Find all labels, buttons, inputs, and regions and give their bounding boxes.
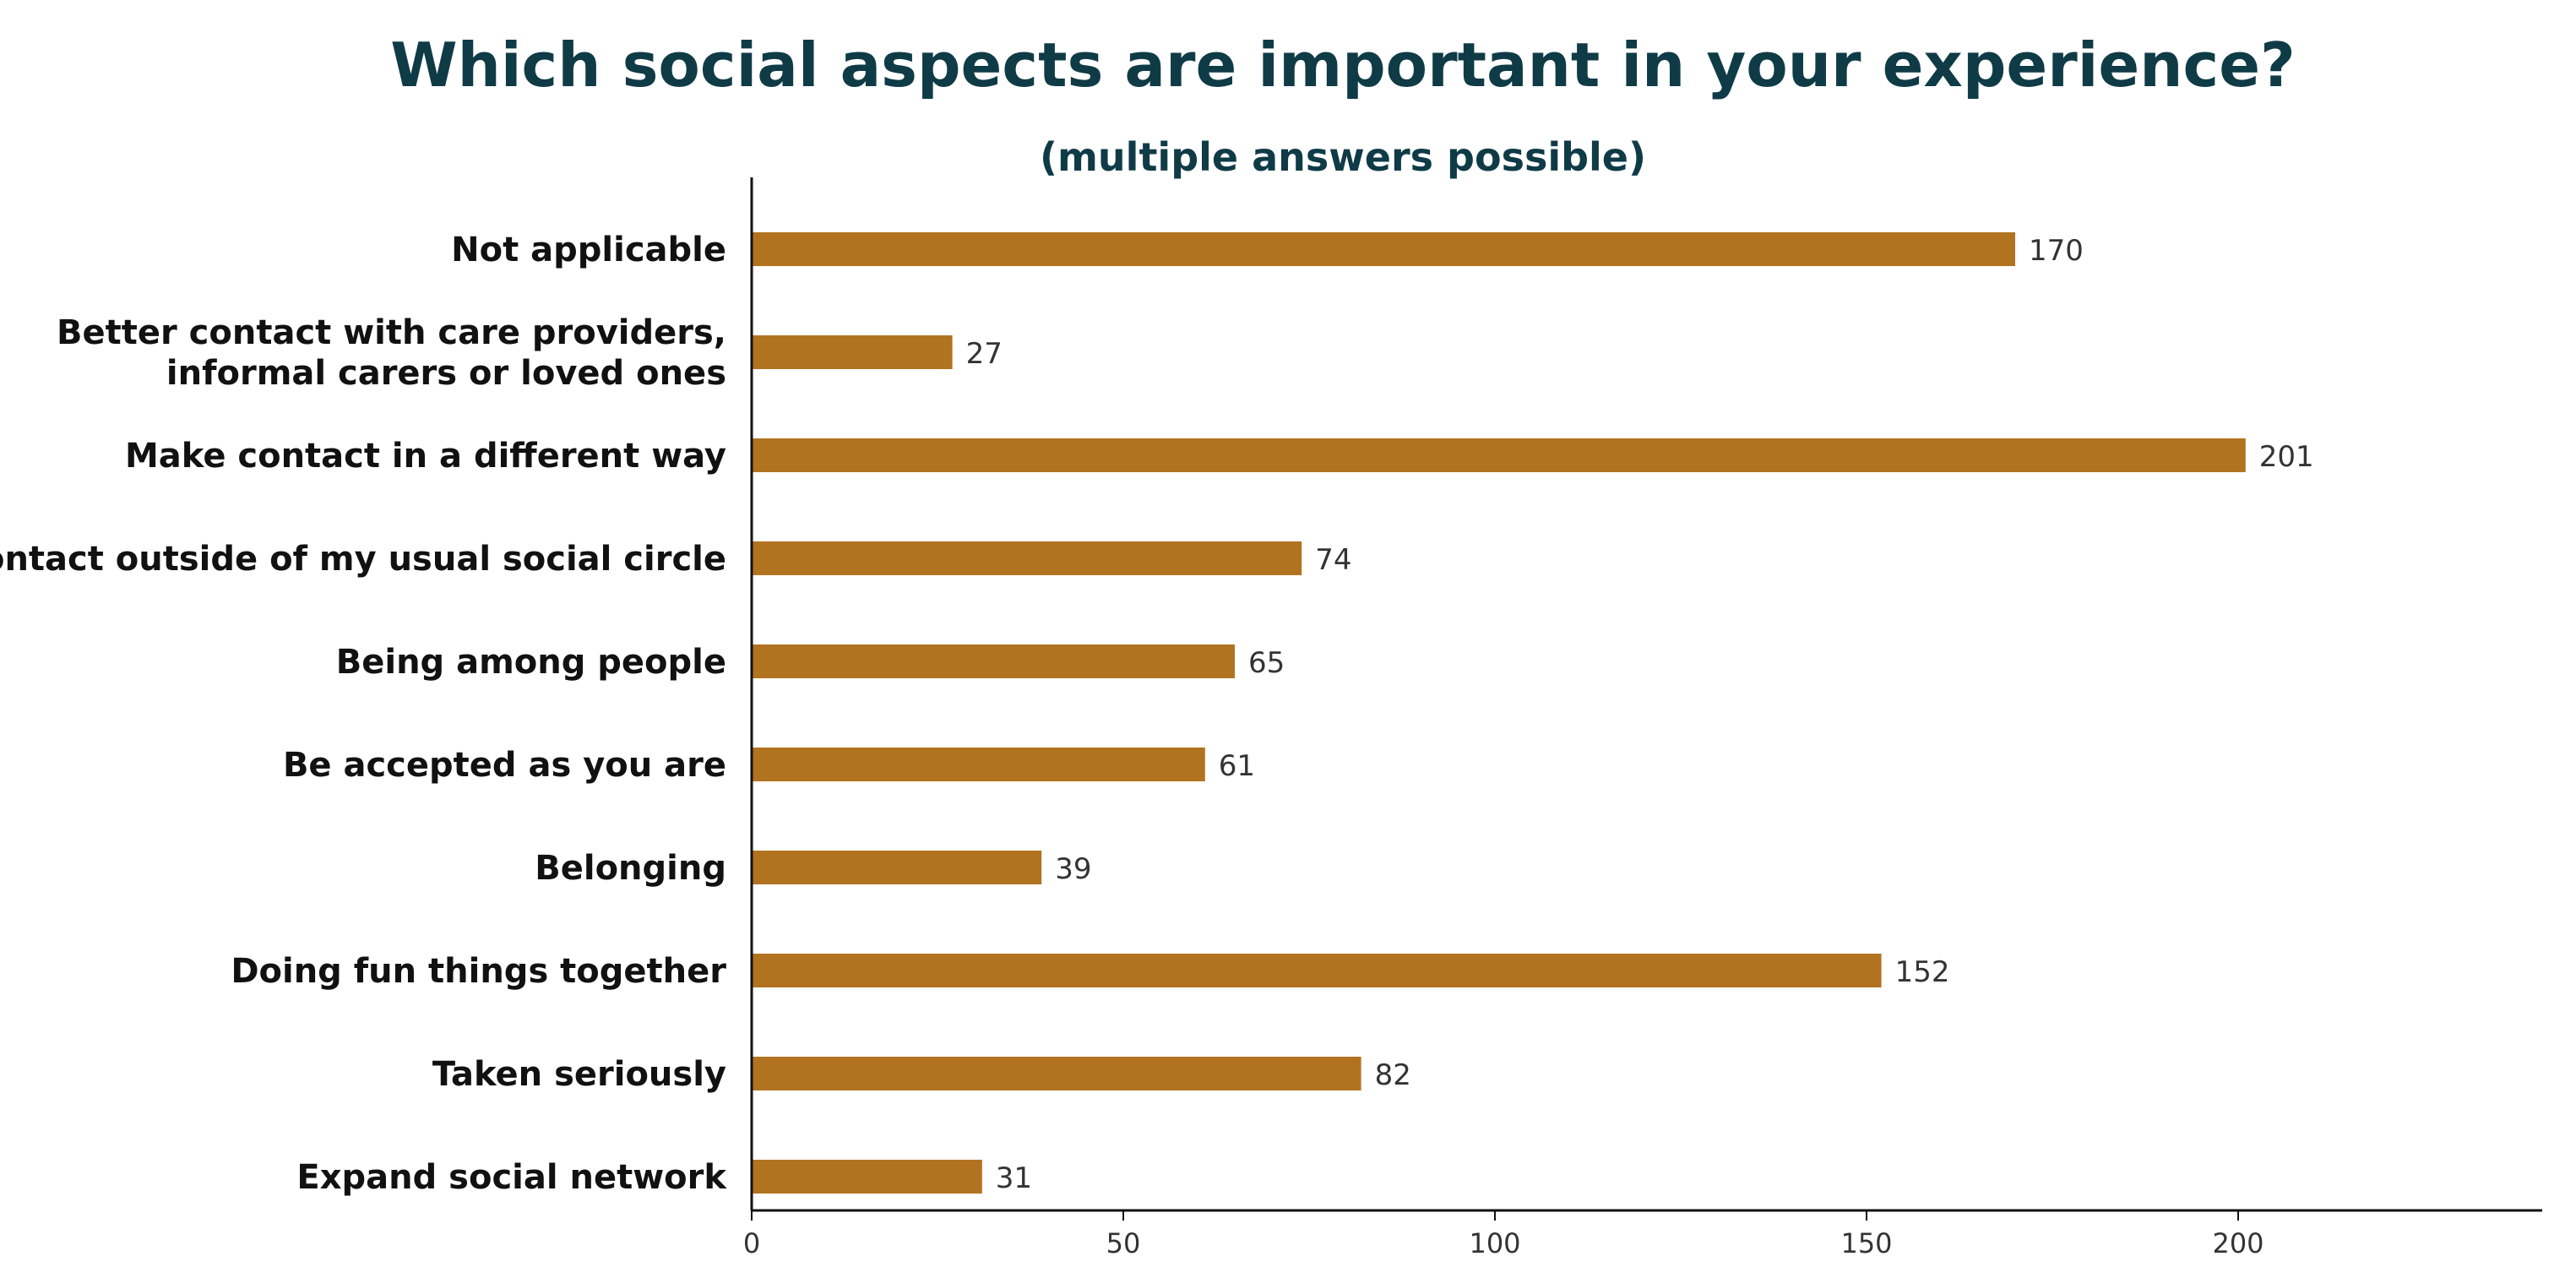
x-tick-label: 100 <box>1469 1227 1520 1259</box>
x-tick-label: 200 <box>2212 1227 2264 1259</box>
value-label: 27 <box>966 337 1003 371</box>
value-label: 39 <box>1055 852 1091 886</box>
category-labels: Not applicable Better contact with care p… <box>0 231 727 1197</box>
value-label: 65 <box>1248 646 1285 680</box>
bar <box>752 232 2015 266</box>
bar <box>752 954 1882 987</box>
category-label: Belonging <box>535 849 726 888</box>
bar <box>752 541 1302 575</box>
category-label: Be accepted as you are <box>283 746 726 785</box>
category-label: Contact outside of my usual social circl… <box>0 540 726 579</box>
chart-title: Which social aspects are important in yo… <box>390 30 2296 101</box>
category-label: Expand social network <box>296 1158 727 1197</box>
category-label: Being among people <box>336 643 726 682</box>
x-tick-label: 50 <box>1106 1227 1141 1259</box>
bar <box>752 748 1205 781</box>
category-label: Make contact in a different way <box>125 437 726 476</box>
bar <box>752 644 1235 678</box>
value-label: 170 <box>2029 234 2084 268</box>
bar <box>752 438 2246 472</box>
category-label: informal carers or loved ones <box>166 354 726 393</box>
bar <box>752 1057 1361 1090</box>
category-label: Better contact with care providers, <box>57 313 726 352</box>
x-tick-label: 0 <box>743 1227 760 1259</box>
category-label: Doing fun things together <box>231 952 726 991</box>
chart-subtitle: (multiple answers possible) <box>1040 134 1646 180</box>
value-labels: 170 27 201 74 65 61 39 152 82 31 <box>966 234 2314 1195</box>
value-label: 82 <box>1375 1058 1411 1092</box>
value-label: 61 <box>1219 749 1255 783</box>
bar <box>752 851 1042 884</box>
category-label: Not applicable <box>451 231 726 269</box>
bar <box>752 1160 982 1194</box>
x-tick-label: 150 <box>1840 1227 1892 1259</box>
x-axis-ticks: 0 50 100 150 200 <box>743 1210 2264 1259</box>
value-label: 201 <box>2259 440 2314 474</box>
value-label: 74 <box>1315 543 1351 577</box>
bar-series <box>752 232 2246 1194</box>
value-label: 152 <box>1895 955 1950 989</box>
value-label: 31 <box>996 1161 1032 1195</box>
bar <box>752 335 953 369</box>
category-label: Taken seriously <box>432 1055 726 1094</box>
